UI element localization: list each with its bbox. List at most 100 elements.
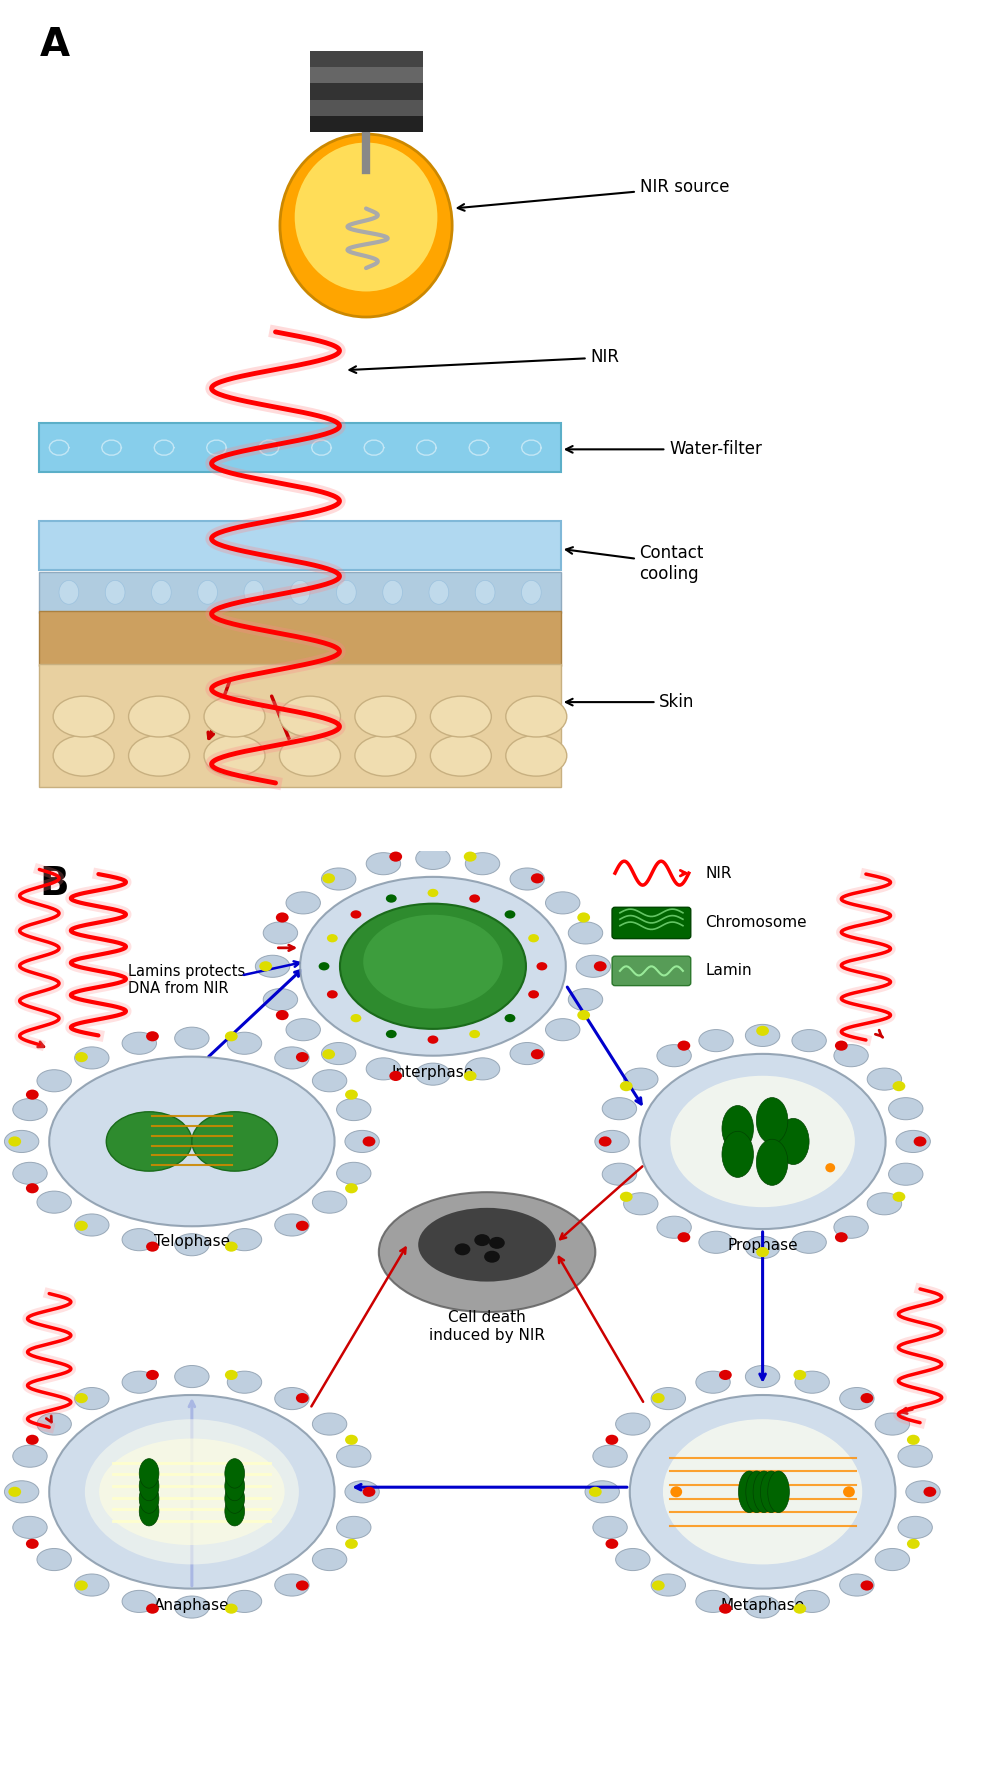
Ellipse shape [651, 1388, 686, 1410]
Ellipse shape [670, 1486, 682, 1498]
Ellipse shape [630, 1395, 895, 1589]
Ellipse shape [26, 1539, 38, 1550]
Ellipse shape [363, 915, 503, 1009]
Ellipse shape [616, 1413, 650, 1434]
Ellipse shape [474, 1234, 490, 1246]
Ellipse shape [428, 1035, 439, 1044]
Ellipse shape [624, 1067, 658, 1090]
Ellipse shape [833, 1216, 868, 1238]
Ellipse shape [279, 736, 340, 777]
Ellipse shape [260, 961, 273, 972]
Ellipse shape [337, 1445, 371, 1468]
Ellipse shape [312, 1069, 346, 1092]
Ellipse shape [536, 963, 547, 970]
Ellipse shape [312, 1191, 346, 1213]
Ellipse shape [5, 1480, 39, 1504]
Ellipse shape [383, 580, 402, 605]
Ellipse shape [53, 697, 114, 738]
Ellipse shape [175, 1027, 210, 1050]
Ellipse shape [792, 1230, 827, 1254]
Ellipse shape [312, 1413, 346, 1434]
Ellipse shape [140, 1484, 159, 1514]
Ellipse shape [345, 1434, 358, 1445]
Ellipse shape [598, 1136, 612, 1147]
Ellipse shape [489, 1238, 505, 1248]
Ellipse shape [860, 1394, 873, 1402]
Ellipse shape [275, 1215, 309, 1236]
FancyBboxPatch shape [612, 956, 691, 986]
Ellipse shape [350, 910, 361, 918]
Ellipse shape [892, 1082, 905, 1090]
Ellipse shape [122, 1032, 156, 1055]
Ellipse shape [505, 910, 516, 918]
Ellipse shape [875, 1548, 909, 1571]
Ellipse shape [59, 580, 79, 605]
Ellipse shape [53, 736, 114, 777]
Ellipse shape [256, 956, 290, 977]
Text: Interphase: Interphase [392, 1066, 474, 1080]
Text: Metaphase: Metaphase [720, 1597, 805, 1613]
Ellipse shape [651, 1574, 686, 1596]
Ellipse shape [602, 1097, 637, 1121]
Ellipse shape [363, 1136, 376, 1147]
Text: Prophase: Prophase [727, 1238, 798, 1254]
Ellipse shape [588, 1488, 601, 1496]
Ellipse shape [344, 1131, 380, 1152]
Ellipse shape [657, 1216, 692, 1238]
Ellipse shape [140, 1472, 159, 1500]
Ellipse shape [323, 1050, 336, 1058]
Ellipse shape [620, 1191, 633, 1202]
Ellipse shape [719, 1603, 732, 1613]
Ellipse shape [275, 1574, 309, 1596]
Ellipse shape [122, 1590, 156, 1612]
Ellipse shape [192, 1112, 277, 1172]
Ellipse shape [204, 697, 265, 738]
Ellipse shape [506, 736, 567, 777]
Ellipse shape [569, 989, 603, 1011]
Ellipse shape [9, 1136, 22, 1147]
Ellipse shape [13, 1516, 47, 1539]
Ellipse shape [699, 1230, 733, 1254]
Text: Water-filter: Water-filter [566, 440, 762, 459]
Ellipse shape [793, 1603, 806, 1613]
Ellipse shape [670, 1076, 855, 1207]
Ellipse shape [345, 1090, 358, 1099]
Ellipse shape [757, 1140, 788, 1186]
FancyBboxPatch shape [310, 67, 423, 83]
Ellipse shape [280, 135, 453, 317]
Ellipse shape [594, 1131, 630, 1152]
Ellipse shape [327, 934, 338, 943]
Ellipse shape [295, 142, 437, 291]
Ellipse shape [227, 1590, 262, 1612]
Text: Chromosome: Chromosome [706, 915, 807, 929]
Ellipse shape [279, 697, 340, 738]
Ellipse shape [678, 1041, 691, 1051]
Text: NIR: NIR [706, 865, 732, 881]
Ellipse shape [757, 1027, 769, 1035]
Ellipse shape [204, 736, 265, 777]
Ellipse shape [605, 1434, 618, 1445]
Ellipse shape [225, 1371, 238, 1379]
Ellipse shape [122, 1229, 156, 1250]
Ellipse shape [602, 1163, 637, 1186]
Ellipse shape [37, 1548, 72, 1571]
Ellipse shape [415, 1064, 451, 1085]
Text: Telophase: Telophase [154, 1234, 230, 1248]
Ellipse shape [386, 1030, 397, 1039]
Ellipse shape [75, 1580, 88, 1590]
Text: A: A [39, 25, 70, 64]
Ellipse shape [605, 1539, 618, 1550]
Ellipse shape [337, 580, 356, 605]
Ellipse shape [746, 1472, 768, 1512]
Ellipse shape [510, 1043, 544, 1064]
Ellipse shape [286, 892, 321, 913]
Ellipse shape [75, 1574, 109, 1596]
Ellipse shape [146, 1371, 158, 1379]
Ellipse shape [428, 888, 439, 897]
Ellipse shape [75, 1388, 109, 1410]
Text: Cell death
induced by NIR: Cell death induced by NIR [429, 1310, 545, 1342]
Ellipse shape [594, 961, 606, 972]
Ellipse shape [663, 1418, 862, 1564]
Ellipse shape [300, 878, 566, 1055]
Text: NIR source: NIR source [458, 179, 729, 211]
